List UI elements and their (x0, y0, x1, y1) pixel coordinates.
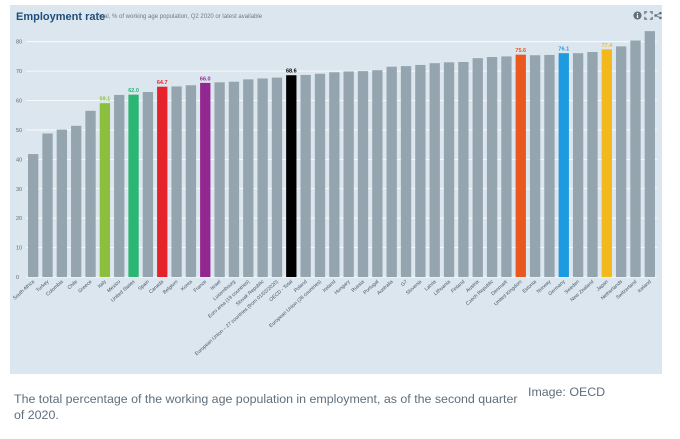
bar (85, 110, 96, 277)
bar (644, 31, 655, 278)
bar (515, 54, 526, 277)
expand-icon[interactable] (644, 11, 653, 22)
image-credit: Image: OECD (528, 385, 606, 399)
bar (314, 73, 326, 277)
data-label: 64.7 (157, 80, 168, 86)
x-tick-label: Greece (77, 279, 93, 295)
y-tick-label: 40 (16, 157, 22, 163)
y-tick-label: 70 (16, 69, 22, 75)
x-tick-label: Australia (376, 279, 395, 297)
bar (443, 62, 455, 278)
chart-title: Employment rate (16, 11, 106, 23)
x-tick-label: Estonia (522, 279, 539, 295)
bar (157, 86, 168, 278)
bar (114, 94, 125, 277)
bar (529, 55, 541, 278)
bar (357, 71, 369, 277)
bar (271, 77, 283, 278)
x-tick-label: Belgium (162, 279, 179, 296)
bar (343, 71, 354, 277)
bar (587, 52, 598, 277)
data-label: 59.1 (100, 97, 111, 103)
y-tick-label: 30 (16, 187, 22, 193)
chart-panel: Employment rate Total, % of working age … (10, 5, 662, 374)
bar (42, 133, 53, 277)
x-tick-label: Hungary (333, 279, 351, 296)
bar (544, 54, 555, 277)
bar (28, 154, 39, 277)
bar (286, 75, 297, 277)
bar (386, 66, 397, 277)
y-tick-label: 50 (16, 128, 22, 134)
bar (501, 56, 512, 277)
x-tick-label: Italy (97, 279, 108, 290)
y-tick-label: 60 (16, 99, 22, 105)
figure-caption: The total percentage of the working age … (14, 392, 518, 422)
bar (185, 85, 197, 277)
x-tick-label: Slovenia (405, 279, 423, 296)
y-tick-label: 0 (16, 275, 19, 281)
bar (56, 129, 68, 277)
data-label: 66.0 (200, 76, 211, 82)
y-tick-label: 80 (16, 40, 22, 46)
bar (429, 63, 440, 278)
bar (257, 78, 268, 278)
share-icon[interactable] (654, 11, 662, 22)
y-tick-label: 20 (16, 216, 22, 222)
bar (300, 74, 311, 277)
bar (558, 53, 569, 278)
bar (472, 58, 483, 278)
bar (142, 92, 154, 277)
chart-subtitle: Total, % of working age population, Q2 2… (96, 14, 263, 20)
data-label: 75.6 (515, 48, 526, 54)
bar (99, 103, 111, 277)
bar (214, 82, 225, 277)
y-tick-label: 10 (16, 246, 22, 252)
bar (128, 94, 139, 277)
data-label: 68.6 (286, 69, 297, 75)
x-tick-label: Korea (180, 279, 194, 293)
bar (601, 49, 612, 278)
x-tick-label: Iceland (637, 279, 653, 294)
bar (400, 66, 412, 277)
bar (171, 86, 182, 277)
bar (372, 70, 383, 277)
data-label: 62.0 (128, 88, 139, 94)
bar (630, 40, 641, 277)
bar (415, 64, 426, 277)
info-icon[interactable] (633, 11, 642, 22)
bar (228, 81, 240, 278)
bar (243, 79, 254, 278)
bar (71, 125, 82, 277)
bar (615, 46, 627, 277)
x-tick-label: France (193, 279, 209, 294)
bar (329, 72, 340, 277)
bar (486, 57, 498, 277)
data-label: 76.1 (558, 47, 569, 53)
bar (458, 62, 469, 277)
bar (200, 82, 211, 277)
data-label: 77.4 (601, 43, 613, 49)
x-tick-label: Finland (450, 279, 466, 295)
x-tick-label: South Africa (12, 279, 36, 302)
bar (572, 53, 584, 278)
x-tick-label: G7 (400, 279, 409, 288)
